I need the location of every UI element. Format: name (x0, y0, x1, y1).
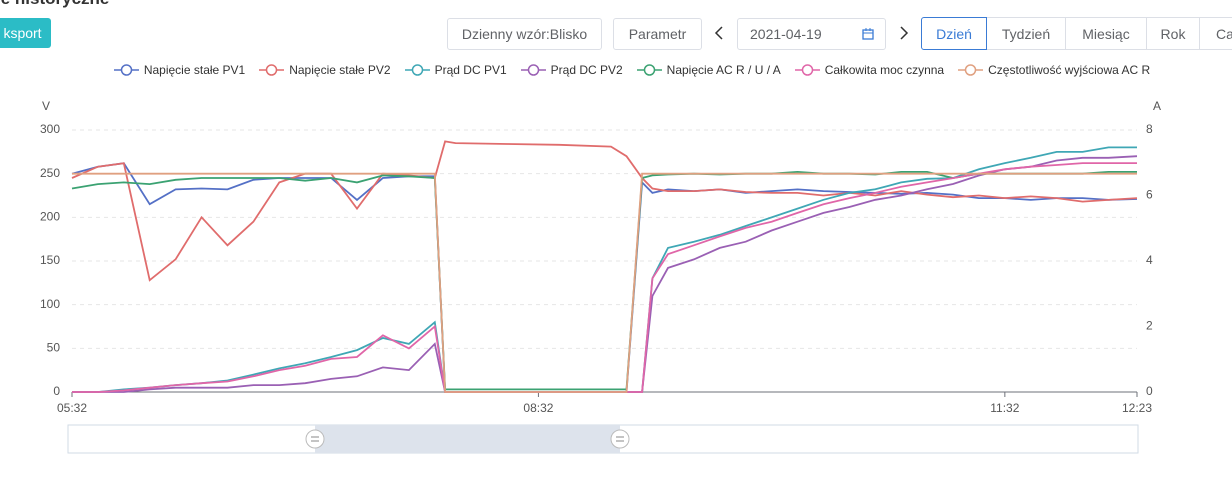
legend-dot (527, 64, 539, 76)
legend-label: Całkowita moc czynna (824, 63, 945, 77)
x-tick-label: 12:23 (1122, 401, 1152, 415)
zoom-handle[interactable] (305, 429, 325, 449)
tab[interactable]: Ca (1199, 17, 1232, 50)
legend-label: Częstotliwość wyjściowa AC R (988, 63, 1151, 77)
page-title: ie historyczne (0, 0, 109, 9)
date-input[interactable]: 2021-04-19 (737, 18, 886, 50)
tab[interactable]: Tydzień (986, 17, 1066, 50)
zoom-handle[interactable] (610, 429, 630, 449)
series-line (72, 155, 1138, 393)
series-line (71, 162, 1138, 393)
next-arrow[interactable] (897, 25, 911, 41)
tab[interactable]: Rok (1146, 17, 1200, 50)
legend-label: Prąd DC PV1 (434, 63, 507, 77)
legend-icon (520, 64, 546, 76)
y2-tick-label: 0 (1146, 384, 1153, 398)
y2-tick-label: 6 (1146, 188, 1153, 202)
legend-icon (404, 64, 430, 76)
y-tick-label: 0 (53, 384, 60, 398)
legend-item[interactable]: Częstotliwość wyjściowa AC R (958, 63, 1150, 77)
legend-label: Napięcie AC R / U / A (666, 63, 781, 77)
legend-dot (120, 64, 133, 76)
legend-dot (265, 64, 278, 76)
legend-item[interactable]: Napięcie stałe PV2 (259, 63, 391, 77)
y-tick-label: 200 (40, 210, 60, 224)
legend-label: Prąd DC PV2 (550, 63, 623, 77)
tab[interactable]: Dzień (921, 17, 987, 50)
legend-item[interactable]: Napięcie AC R / U / A (636, 63, 781, 77)
y-tick-label: 50 (47, 341, 61, 355)
y-axis-unit: V (42, 99, 50, 113)
y-tick-label: 150 (40, 253, 60, 267)
pattern-button[interactable]: Dzienny wzór:Blisko (447, 18, 602, 50)
series-line (72, 172, 1137, 393)
series-line (71, 140, 1138, 282)
legend: Napięcie stałe PV1 Napięcie stałe PV2 Prąd… (0, 63, 1232, 77)
y2-tick-label: 4 (1146, 253, 1153, 267)
legend-dot (643, 64, 655, 76)
series-line (72, 146, 1137, 393)
legend-icon (113, 64, 139, 76)
legend-dot (411, 64, 423, 76)
legend-icon (636, 64, 662, 76)
series-line (72, 162, 1137, 393)
legend-label: Napięcie stałe PV1 (143, 63, 246, 77)
calendar-icon (862, 28, 874, 40)
tab[interactable]: Miesiąc (1065, 17, 1147, 50)
y-tick-label: 100 (40, 297, 60, 311)
date-text: 2021-04-19 (750, 26, 822, 42)
legend-label: Napięcie stałe PV2 (289, 63, 391, 77)
legend-item[interactable]: Prąd DC PV2 (520, 63, 623, 77)
series-line (71, 170, 1137, 391)
legend-item[interactable]: Prąd DC PV1 (404, 63, 507, 77)
y2-tick-label: 8 (1146, 122, 1153, 136)
y2-tick-label: 2 (1146, 319, 1153, 333)
y-tick-label: 300 (40, 122, 60, 136)
legend-item[interactable]: Całkowita moc czynna (794, 63, 945, 77)
y2-axis-unit: A (1153, 99, 1161, 113)
x-tick-label: 05:32 (57, 401, 87, 415)
zoom-window[interactable] (315, 425, 620, 453)
param-button[interactable]: Parametr (613, 18, 702, 50)
legend-item[interactable]: Napięcie stałe PV1 (113, 63, 246, 77)
x-tick-label: 08:32 (523, 401, 553, 415)
y-tick-label: 250 (40, 166, 60, 180)
legend-icon (794, 64, 820, 76)
legend-icon (259, 64, 285, 76)
legend-icon (958, 64, 984, 76)
x-tick-label: 11:32 (990, 401, 1019, 415)
prev-arrow[interactable] (712, 25, 726, 41)
legend-dot (801, 64, 813, 76)
export-button[interactable]: ksport (0, 18, 51, 48)
legend-dot (964, 64, 977, 76)
